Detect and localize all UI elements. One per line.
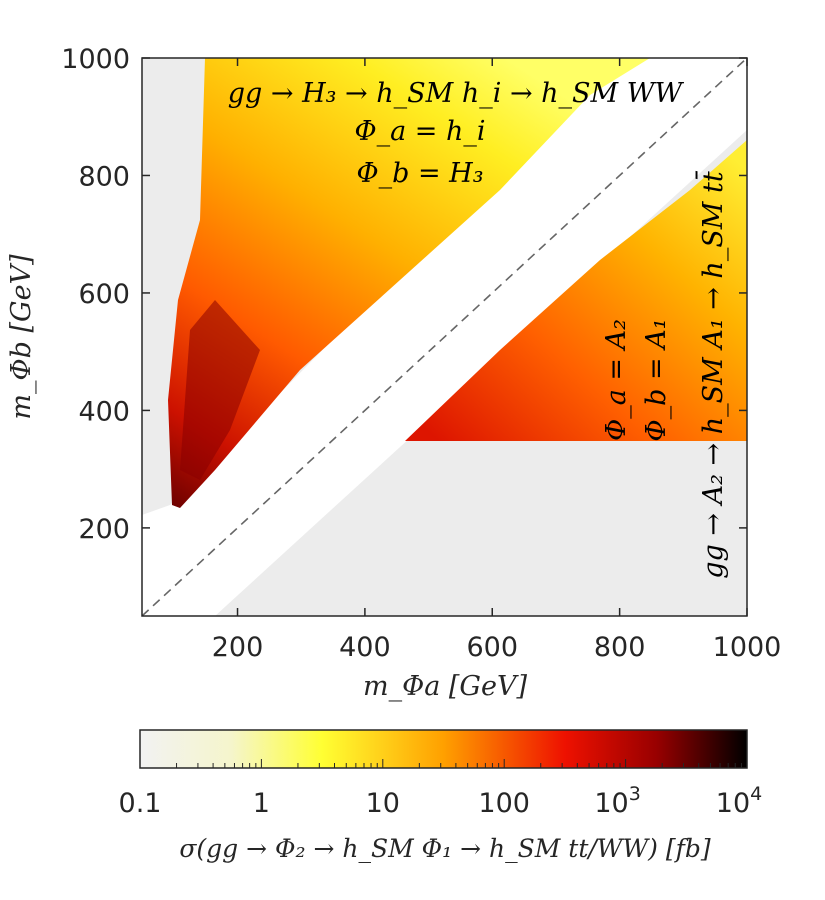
y-tick-label: 1000 xyxy=(61,44,130,75)
x-tick-label: 600 xyxy=(466,632,518,663)
colorbar-tick-exponent: 3 xyxy=(629,783,641,805)
upper-phi-b-annotation: Φ_b = H₃ xyxy=(356,158,483,189)
upper-process-annotation: gg → H₃ → h_SM h_i → h_SM WW xyxy=(228,78,685,109)
dark-core-upper xyxy=(180,300,260,480)
axes-frame xyxy=(141,57,748,617)
x-tick-label: 200 xyxy=(212,632,264,663)
y-tick-label: 600 xyxy=(78,279,130,310)
x-tick-label: 800 xyxy=(594,632,646,663)
colorbar-tick-label: 103 xyxy=(594,783,640,819)
colorbar-tick-label: 104 xyxy=(716,783,762,819)
lower-phi-a-annotation: Φ_a = A₂ xyxy=(601,319,632,441)
y-tick-label: 200 xyxy=(78,514,130,545)
colorbar-label: σ(gg → Φ₂ → h_SM Φ₁ → h_SM tt/WW) [fb] xyxy=(179,834,711,863)
y-axis-ticks: 200 400 600 800 1000 xyxy=(61,44,747,545)
colorbar-tick-label: 0.1 xyxy=(119,788,162,819)
lower-phi-b-annotation: Φ_b = A₁ xyxy=(641,318,672,441)
diagonal-reference-line xyxy=(141,57,748,617)
upper-phi-a-annotation: Φ_a = h_i xyxy=(354,116,485,147)
y-tick-label: 800 xyxy=(78,161,130,192)
scatter-regions xyxy=(142,58,747,616)
colorbar-ticks xyxy=(139,759,748,768)
colorbar xyxy=(139,729,748,769)
y-axis-label: m_Φb [GeV] xyxy=(6,254,37,420)
x-tick-label: 400 xyxy=(339,632,391,663)
upper-triangle-region xyxy=(168,58,650,508)
y-tick-label: 400 xyxy=(78,396,130,427)
lower-triangle-region xyxy=(405,140,747,441)
x-axis-ticks: 200 400 600 800 1000 xyxy=(212,58,782,663)
x-axis-label: m_Φa [GeV] xyxy=(363,671,527,702)
x-tick-label: 1000 xyxy=(713,632,782,663)
colorbar-tick-exponent: 4 xyxy=(750,783,762,805)
colorbar-tick-label: 1 xyxy=(253,788,270,819)
colorbar-tick-labels: 0.1 1 10 100 103 104 xyxy=(119,783,763,819)
colorbar-tick-label: 10 xyxy=(366,788,400,819)
lower-process-annotation: gg → A₂ → h_SM A₁ → h_SM tt̄ xyxy=(694,170,729,579)
colorbar-tick-label: 100 xyxy=(478,788,530,819)
